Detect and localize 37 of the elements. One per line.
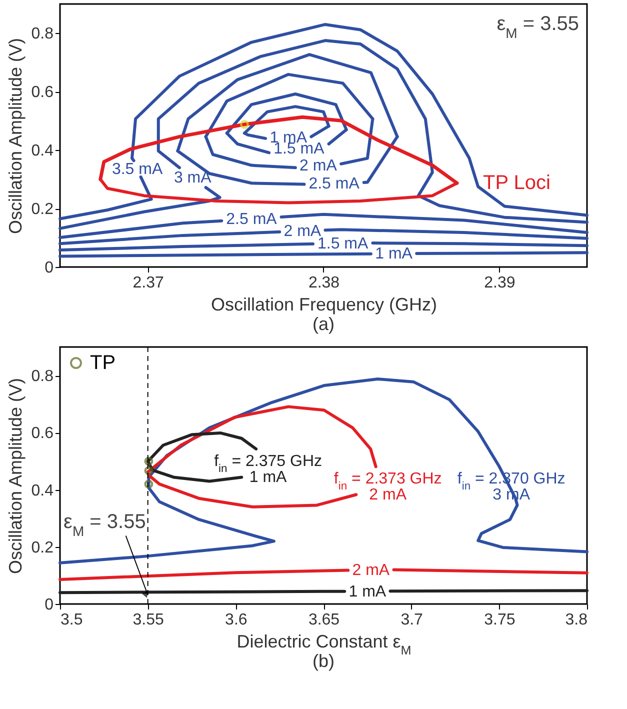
annotation: 1.5 mA (317, 235, 368, 252)
series-label: TP Loci (483, 172, 550, 194)
x-tick-label: 3.8 (565, 612, 588, 628)
y-tick-label: 0.6 (31, 425, 54, 442)
x-tick-label: 3.7 (400, 612, 424, 628)
y-tick-label: 0.8 (31, 26, 54, 43)
ref-line-label: ε$_{M}$ = 3.55 (64, 510, 146, 539)
annotation: 2 mA (300, 158, 338, 175)
y-tick-label: 0.8 (31, 368, 54, 386)
annotation: 2 mA (352, 562, 390, 580)
annotation: 2.5 mA (308, 175, 360, 192)
y-axis-title: Oscillation Amplitude (V) (5, 378, 26, 574)
y-tick-label: 0 (44, 596, 54, 614)
x-tick-label: 2.38 (308, 274, 340, 292)
y-tick-label: 0.4 (31, 482, 54, 500)
y-tick-label: 0.2 (31, 201, 54, 218)
annotation: 1 mA (348, 583, 386, 600)
y-tick-label: 0.6 (31, 84, 54, 102)
y-tick-label: 0.2 (31, 539, 54, 556)
annotation: 3.5 mA (112, 160, 163, 178)
annotation: 2.5 mA (226, 210, 278, 228)
x-tick-label: 2.39 (484, 274, 516, 292)
y-axis-title: Oscillation Amplitude (V) (5, 38, 26, 234)
y-tick-label: 0.4 (31, 142, 54, 160)
x-tick-label: 3.6 (225, 612, 248, 628)
annotation: ε$_{M}$ = 3.55 (496, 13, 579, 41)
x-tick-label: 3.75 (484, 612, 516, 628)
x-tick-label: 3.55 (132, 612, 164, 628)
annotation: 1 mA (375, 246, 413, 263)
x-tick-label: 3.5 (60, 612, 83, 628)
annotation: 3 mA (174, 170, 212, 187)
x-tick-label: 2.37 (132, 274, 164, 292)
x-tick-label: 3.65 (308, 612, 340, 628)
legend-label: TP (90, 352, 116, 374)
text: (a) (312, 314, 334, 334)
y-tick-label: 0 (44, 260, 54, 276)
x-axis-title: Oscillation Frequency (GHz) (210, 294, 438, 314)
